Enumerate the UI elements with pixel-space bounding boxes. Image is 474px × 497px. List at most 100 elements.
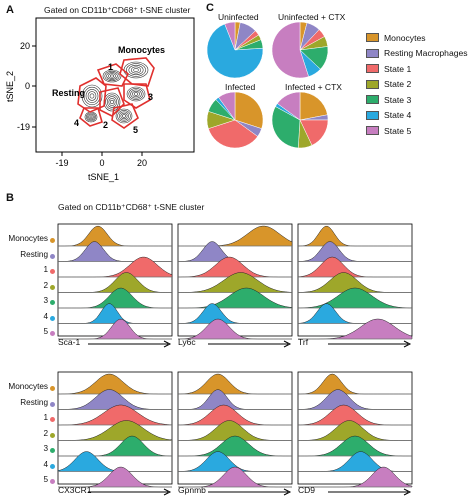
histogram-curve [58,287,172,309]
marker-label-trf: Trf [298,337,309,347]
histogram-curve [178,435,292,457]
legend-item: Resting Macrophages [366,46,468,62]
x-tick-label: -19 [55,158,68,168]
contour-line [108,98,116,106]
contour-line [122,114,126,118]
histogram-curve [178,287,293,309]
pie-slice [218,91,236,121]
population-row-label: 5 [43,327,48,336]
contour-line [88,114,94,120]
contour-line [85,112,97,122]
histogram-curve [298,451,412,472]
pie-slice [208,119,259,149]
histogram-curve [178,225,293,247]
tsne-frame [35,17,195,153]
legend-item: State 3 [366,92,468,108]
cluster-label-3: 3 [148,92,153,102]
contour-line [132,90,140,98]
pie-slice [299,91,328,121]
population-row-label: Resting [20,397,48,407]
contour-line [133,92,139,96]
y-tick-label: -19 [17,122,30,132]
axis-arrow [88,340,172,348]
contour-line [85,89,99,103]
histogram-frame [297,371,413,485]
legend-label: State 1 [384,63,412,74]
pie-slice [224,21,236,51]
contour-line [118,111,130,121]
legend-item: State 1 [366,61,468,77]
population-row-label: 4 [43,459,48,469]
gate-monocytes [119,57,155,87]
axis-arrow [328,488,412,496]
contour-line [109,74,115,78]
y-tick-label: 0 [25,81,30,91]
population-row-label: 5 [43,475,48,484]
tsne-contours [81,61,149,124]
population-row-label: 2 [43,280,48,290]
legend-item: State 5 [366,123,468,139]
legend-label: State 5 [384,125,412,136]
contour-line [133,68,139,72]
cluster-label-2: 2 [103,120,108,130]
histogram-curve [177,373,292,395]
pie-slice [206,23,264,79]
population-dot [50,331,55,336]
pie-slice [234,91,264,129]
contour-line [120,112,128,120]
legend-item: State 4 [366,108,468,124]
contour-line [81,84,103,108]
legend-label: Resting Macrophages [384,48,468,59]
axis-arrow [208,340,292,348]
legend-item: Monocytes [366,30,468,46]
pie-slice [271,106,301,149]
pie-title-infected: Infected [225,82,256,92]
histogram-curve [58,420,173,441]
contour-line [87,113,95,121]
histogram-curve [58,225,172,247]
pie-slice [271,21,309,79]
population-dot [50,269,55,274]
cluster-label-5: 5 [133,125,138,135]
histogram-curve [298,373,412,395]
panel-a-gate-label: Gated on CD11b⁺CD68⁺ t-SNE cluster [44,5,191,15]
histogram-curve [178,272,293,293]
legend-label: Monocytes [384,32,426,43]
legend-swatch [366,79,379,89]
population-dot [50,386,55,391]
population-dot [50,479,55,484]
contour-line [89,93,95,99]
population-row-label: 3 [43,296,48,305]
cluster-label-monocytes: Monocytes [118,45,165,55]
contour-line [104,70,120,82]
legend-swatch [366,33,379,43]
contour-line [102,69,122,83]
contour-line [108,73,116,79]
pie-title-uninfected-ctx: Uninfected + CTX [278,12,346,22]
x-tick-label: 0 [99,158,104,168]
histogram-curve [298,435,412,457]
axis-arrow [208,488,292,496]
population-dot [50,432,55,438]
contour-line [89,115,93,119]
population-row-label: 3 [43,444,48,453]
contour-line [130,66,142,74]
contour-line [130,89,142,99]
histogram-curve [297,225,412,247]
pie-slice [276,91,301,121]
population-dot [50,300,55,305]
axis-arrow [88,488,172,496]
contour-line [106,72,118,80]
panel-c-letter: C [206,2,214,14]
legend-swatch [366,64,379,74]
contour-line [110,99,114,105]
gate-resting [77,77,107,113]
marker-label-sca1: Sca-1 [58,337,81,347]
population-row-label: 1 [43,413,48,422]
population-dot [50,238,55,243]
population-dot [50,315,55,321]
panel-b-letter: B [6,192,14,204]
marker-label-gpnmb: Gpnmb [178,485,206,495]
population-dot [50,417,55,422]
contour-line [106,96,118,108]
